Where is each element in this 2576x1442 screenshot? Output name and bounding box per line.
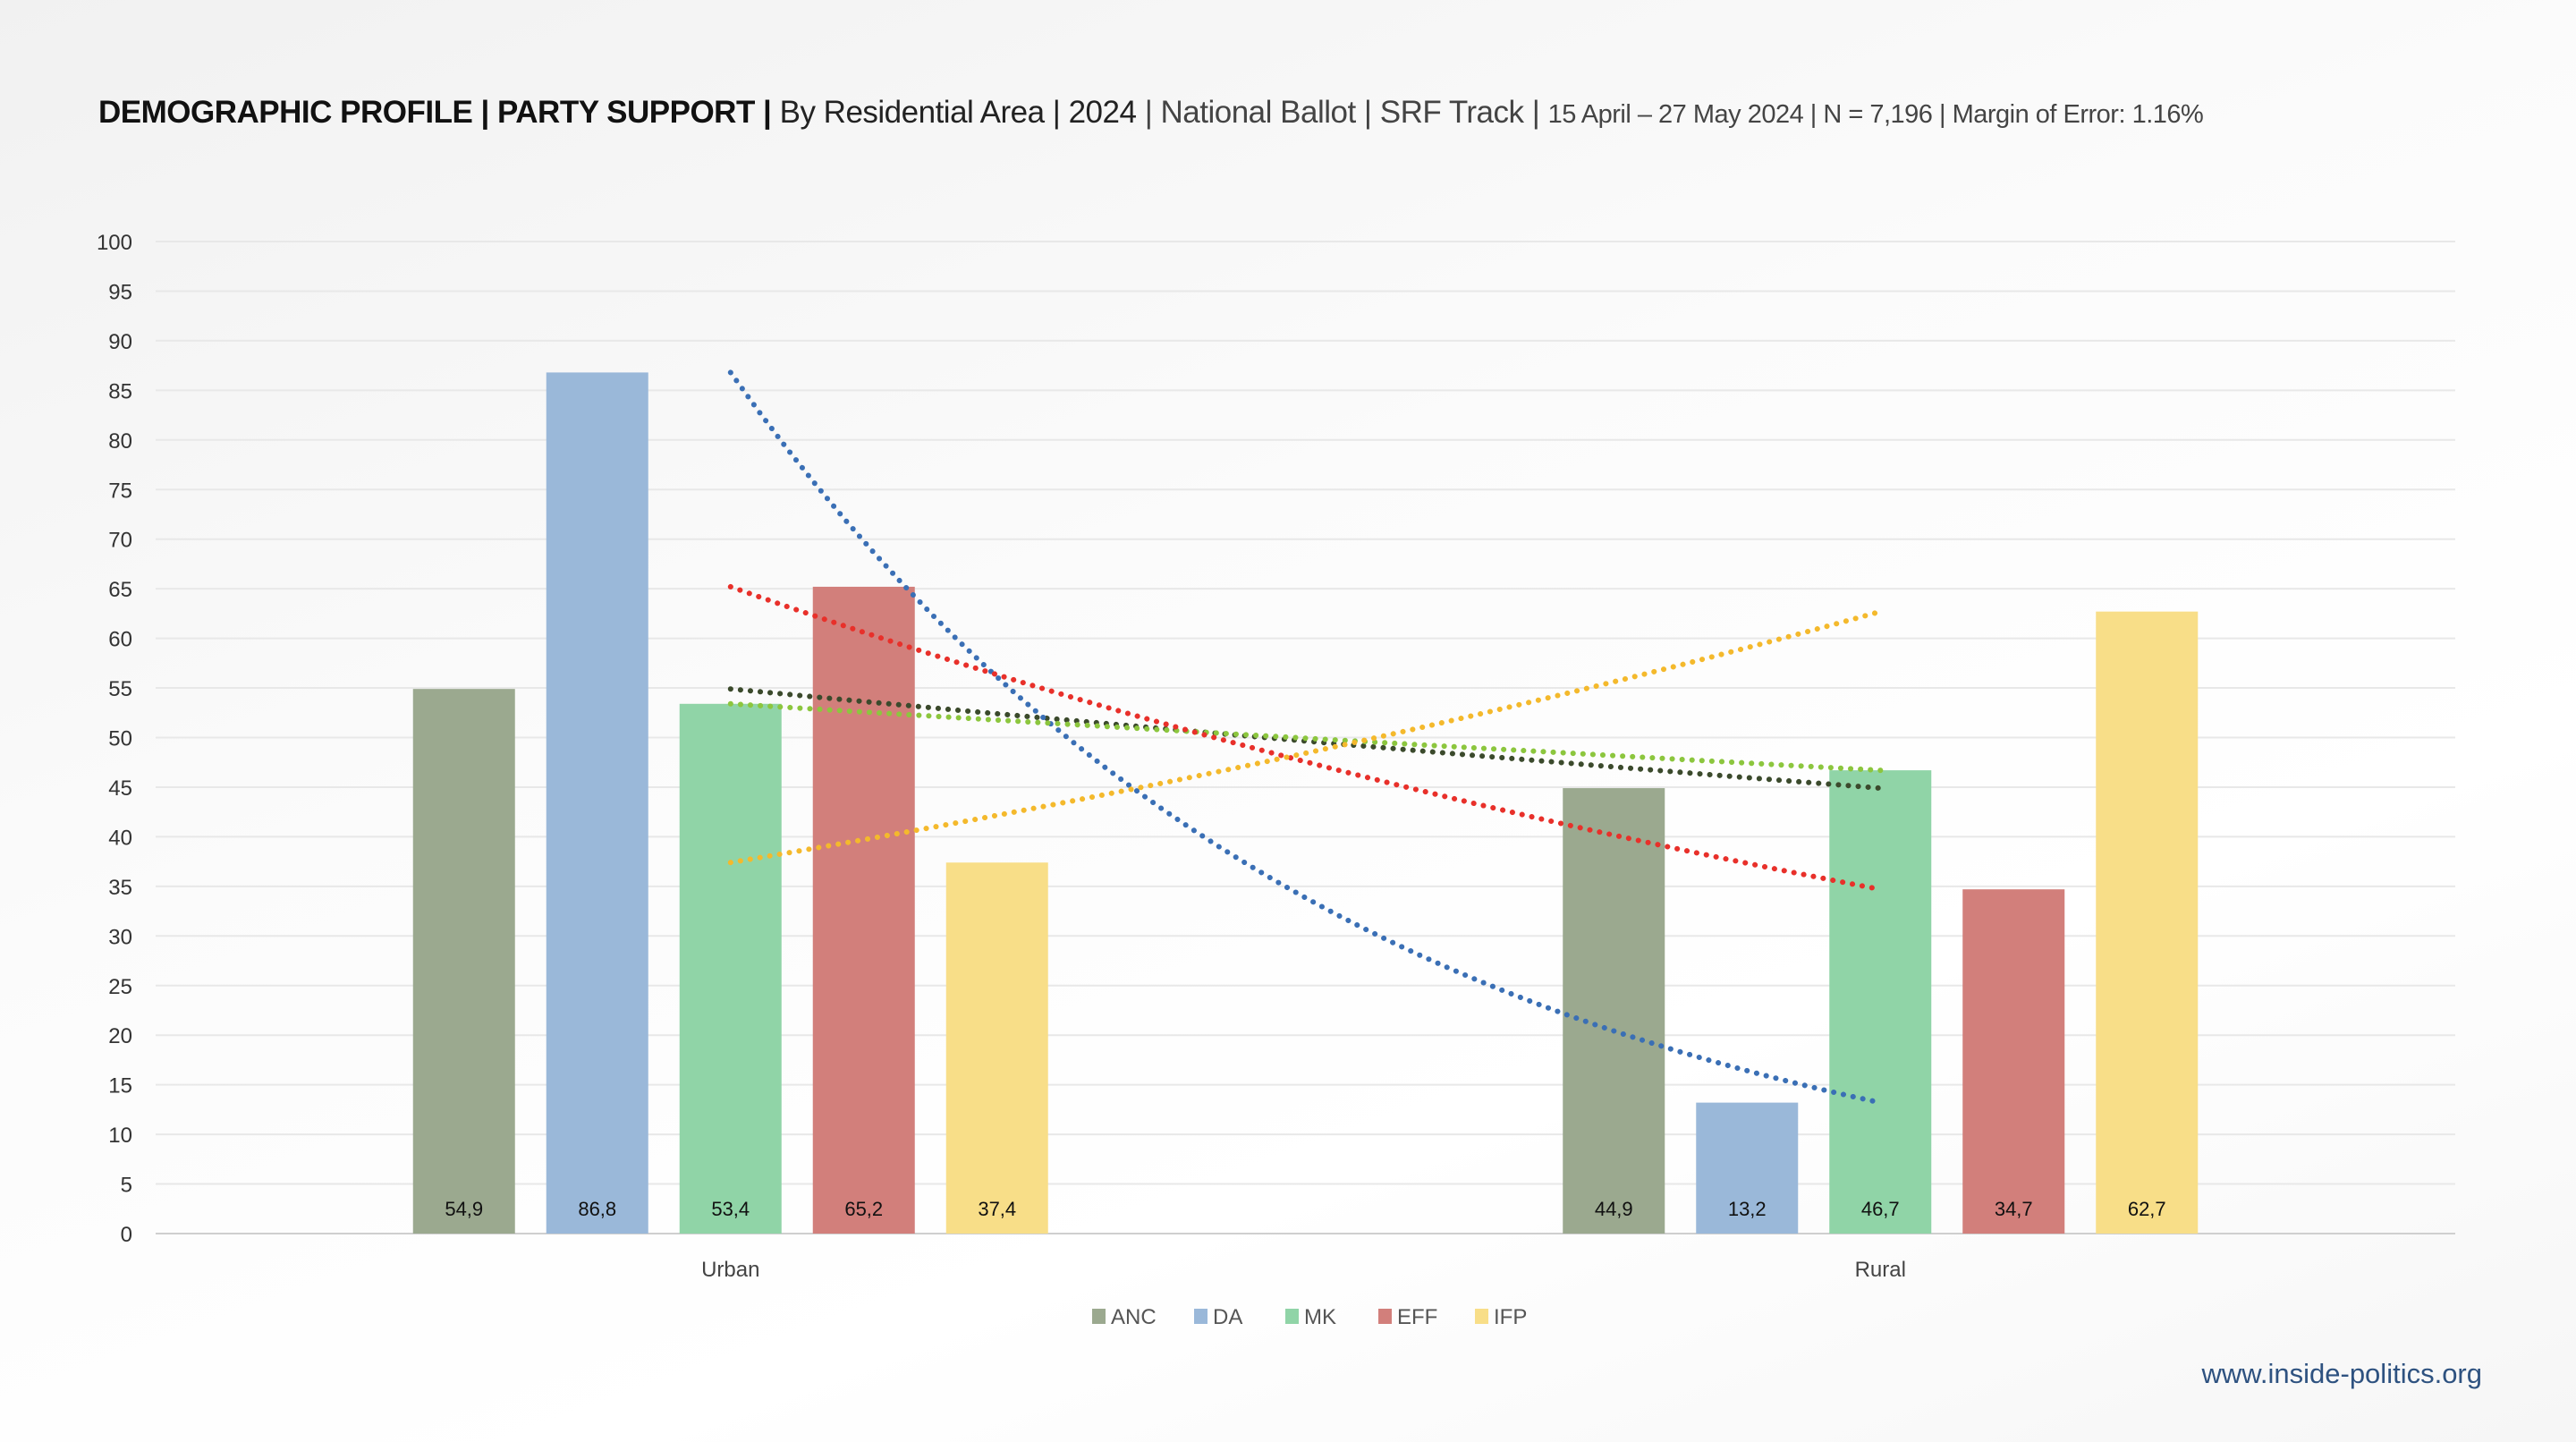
- y-tick-label: 30: [108, 925, 132, 949]
- title-fieldwork: 15 April – 27 May 2024 | N = 7,196 | Mar…: [1547, 100, 2204, 129]
- chart-title: DEMOGRAPHIC PROFILE | PARTY SUPPORT | By…: [98, 95, 2204, 131]
- bar-mk-urban: [679, 703, 782, 1234]
- y-tick-label: 95: [108, 280, 132, 304]
- bar-ifp-urban: [945, 862, 1048, 1234]
- y-tick-label: 75: [108, 479, 132, 503]
- bar-anc-urban: [412, 689, 515, 1234]
- y-tick-label: 50: [108, 727, 132, 751]
- y-tick-label: 5: [121, 1174, 132, 1198]
- legend-label-anc: ANC: [1111, 1305, 1157, 1329]
- data-label: 54,9: [445, 1198, 483, 1220]
- data-label: 53,4: [711, 1198, 750, 1220]
- data-label: 62,7: [2128, 1198, 2166, 1220]
- y-tick-label: 45: [108, 776, 132, 801]
- bar-eff-urban: [812, 586, 915, 1234]
- legend-label-mk: MK: [1304, 1305, 1336, 1329]
- y-tick-label: 35: [108, 876, 132, 900]
- legend-label-da: DA: [1213, 1305, 1242, 1329]
- x-tick-label: Urban: [701, 1258, 759, 1282]
- trendline-ifp: [727, 608, 1884, 866]
- y-tick-label: 55: [108, 677, 132, 701]
- trendline-mk: [727, 700, 1884, 774]
- data-label: 13,2: [1728, 1198, 1767, 1220]
- bar-ifp-rural: [2096, 611, 2199, 1234]
- bar-anc-rural: [1563, 788, 1665, 1234]
- y-tick-label: 0: [121, 1223, 132, 1247]
- title-ballot: | National Ballot | SRF Track |: [1144, 95, 1540, 130]
- y-tick-label: 80: [108, 429, 132, 454]
- y-tick-label: 85: [108, 379, 132, 403]
- title-main: DEMOGRAPHIC PROFILE | PARTY SUPPORT |: [98, 95, 772, 130]
- data-label: 44,9: [1595, 1198, 1633, 1220]
- legend-swatch-anc: [1092, 1309, 1106, 1324]
- y-tick-label: 100: [97, 231, 132, 255]
- y-tick-label: 15: [108, 1074, 132, 1098]
- bar-da-urban: [546, 372, 648, 1234]
- data-label: 37,4: [978, 1198, 1016, 1220]
- legend-swatch-ifp: [1475, 1309, 1488, 1324]
- trendline-anc: [727, 686, 1884, 792]
- y-tick-label: 60: [108, 628, 132, 652]
- y-tick-label: 70: [108, 529, 132, 553]
- source-url: www.inside-politics.org: [2201, 1358, 2482, 1389]
- legend-swatch-mk: [1285, 1309, 1299, 1324]
- bar-mk-rural: [1829, 770, 1932, 1234]
- y-tick-label: 10: [108, 1124, 132, 1148]
- title-subject: By Residential Area | 2024: [779, 95, 1137, 130]
- x-tick-label: Rural: [1855, 1258, 1906, 1282]
- y-tick-label: 25: [108, 975, 132, 999]
- legend-swatch-eff: [1378, 1309, 1392, 1324]
- y-tick-label: 90: [108, 330, 132, 354]
- trendline-da: [727, 369, 1884, 1106]
- legend-label-ifp: IFP: [1494, 1305, 1527, 1329]
- data-label: 34,7: [1995, 1198, 2033, 1220]
- legend-label-eff: EFF: [1397, 1305, 1437, 1329]
- data-label: 86,8: [578, 1198, 616, 1220]
- data-label: 65,2: [844, 1198, 883, 1220]
- bar-eff-rural: [1962, 889, 2065, 1234]
- trendline-eff: [727, 583, 1884, 893]
- y-tick-label: 20: [108, 1024, 132, 1048]
- legend-swatch-da: [1194, 1309, 1208, 1324]
- y-tick-label: 65: [108, 578, 132, 602]
- bar-da-rural: [1696, 1102, 1799, 1234]
- y-tick-label: 40: [108, 826, 132, 850]
- data-label: 46,7: [1861, 1198, 1900, 1220]
